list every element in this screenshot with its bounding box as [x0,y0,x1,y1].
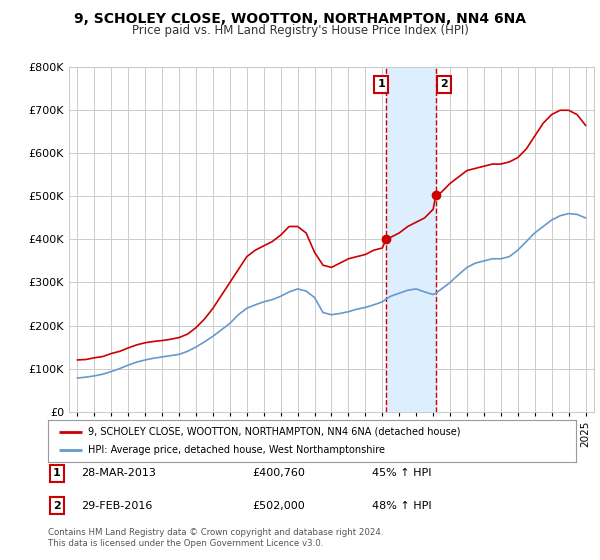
Text: 1: 1 [53,468,61,478]
Text: Price paid vs. HM Land Registry's House Price Index (HPI): Price paid vs. HM Land Registry's House … [131,24,469,36]
Text: 45% ↑ HPI: 45% ↑ HPI [372,468,431,478]
Bar [386,67,436,412]
Text: Contains HM Land Registry data © Crown copyright and database right 2024.
This d: Contains HM Land Registry data © Crown c… [48,528,383,548]
Text: 9, SCHOLEY CLOSE, WOOTTON, NORTHAMPTON, NN4 6NA: 9, SCHOLEY CLOSE, WOOTTON, NORTHAMPTON, … [74,12,526,26]
Text: 2: 2 [53,501,61,511]
Text: £502,000: £502,000 [252,501,305,511]
Text: 2: 2 [440,80,448,90]
Text: HPI: Average price, detached house, West Northamptonshire: HPI: Average price, detached house, West… [88,445,385,455]
Text: £400,760: £400,760 [252,468,305,478]
Text: 29-FEB-2016: 29-FEB-2016 [81,501,152,511]
Text: 9, SCHOLEY CLOSE, WOOTTON, NORTHAMPTON, NN4 6NA (detached house): 9, SCHOLEY CLOSE, WOOTTON, NORTHAMPTON, … [88,427,460,437]
Text: 1: 1 [377,80,385,90]
Text: 48% ↑ HPI: 48% ↑ HPI [372,501,431,511]
Text: 28-MAR-2013: 28-MAR-2013 [81,468,156,478]
